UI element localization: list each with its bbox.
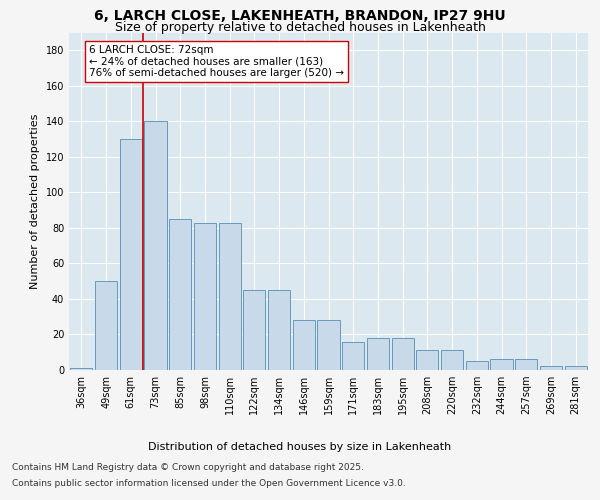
Bar xyxy=(392,338,414,370)
Bar xyxy=(243,290,265,370)
Bar xyxy=(194,222,216,370)
Bar xyxy=(293,320,315,370)
Bar xyxy=(342,342,364,370)
Text: Contains HM Land Registry data © Crown copyright and database right 2025.: Contains HM Land Registry data © Crown c… xyxy=(12,464,364,472)
Bar xyxy=(70,368,92,370)
Text: Contains public sector information licensed under the Open Government Licence v3: Contains public sector information licen… xyxy=(12,478,406,488)
Bar xyxy=(515,360,538,370)
Bar xyxy=(145,122,167,370)
Bar xyxy=(441,350,463,370)
Text: 6 LARCH CLOSE: 72sqm
← 24% of detached houses are smaller (163)
76% of semi-deta: 6 LARCH CLOSE: 72sqm ← 24% of detached h… xyxy=(89,45,344,78)
Bar xyxy=(367,338,389,370)
Bar xyxy=(565,366,587,370)
Y-axis label: Number of detached properties: Number of detached properties xyxy=(30,114,40,289)
Bar xyxy=(416,350,439,370)
Bar xyxy=(317,320,340,370)
Text: 6, LARCH CLOSE, LAKENHEATH, BRANDON, IP27 9HU: 6, LARCH CLOSE, LAKENHEATH, BRANDON, IP2… xyxy=(94,9,506,23)
Bar xyxy=(95,281,117,370)
Bar xyxy=(119,139,142,370)
Bar xyxy=(218,222,241,370)
Bar xyxy=(169,219,191,370)
Bar xyxy=(466,361,488,370)
Bar xyxy=(540,366,562,370)
Text: Distribution of detached houses by size in Lakenheath: Distribution of detached houses by size … xyxy=(148,442,452,452)
Text: Size of property relative to detached houses in Lakenheath: Size of property relative to detached ho… xyxy=(115,21,485,34)
Bar xyxy=(268,290,290,370)
Bar xyxy=(490,360,512,370)
